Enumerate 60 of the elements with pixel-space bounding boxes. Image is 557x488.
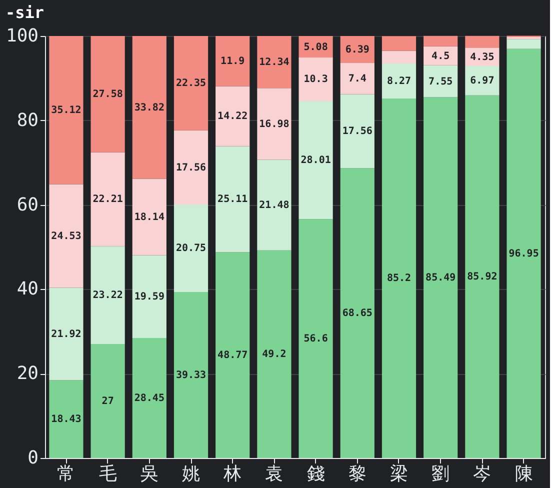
data-label: 18.14	[134, 212, 164, 223]
data-label: 12.34	[259, 57, 290, 68]
data-label: 17.56	[176, 162, 206, 174]
x-tick-label: 吳	[140, 464, 158, 484]
data-label: 39.33	[176, 370, 206, 382]
y-tick-label: 60	[16, 194, 38, 216]
data-label: 27	[102, 396, 114, 408]
data-label: 96.95	[508, 248, 539, 260]
y-tick-label: 40	[16, 278, 38, 300]
data-label: 8.27	[386, 76, 412, 88]
data-label: 5.08	[304, 42, 328, 53]
data-label: 19.59	[134, 292, 164, 303]
x-tick-label: 常	[57, 464, 76, 484]
data-label: 28.45	[134, 392, 164, 404]
x-tick-label: 劉	[432, 464, 450, 484]
data-label: 48.77	[218, 350, 248, 362]
x-tick-label: 袁	[265, 464, 284, 484]
y-tick-label: 0	[28, 448, 38, 468]
x-tick-label: 岑	[473, 464, 492, 484]
data-label: 4.5	[432, 50, 450, 62]
y-tick-label: 20	[16, 363, 38, 384]
x-tick-label: 錢	[306, 464, 325, 484]
data-label: 6.97	[470, 76, 494, 87]
data-label: 7.4	[348, 74, 366, 85]
data-label: 85.49	[426, 272, 456, 284]
data-label: 17.56	[342, 126, 372, 138]
data-label: 49.2	[262, 349, 286, 360]
data-label: 85.2	[386, 273, 412, 284]
data-label: 22.35	[176, 78, 206, 90]
data-label: 6.39	[345, 44, 370, 56]
x-tick-label: 梁	[390, 464, 408, 484]
x-tick-label: 毛	[98, 464, 117, 484]
chart-title: -sir	[5, 3, 44, 22]
data-label: 68.65	[342, 308, 372, 320]
data-label: 25.11	[218, 194, 248, 206]
data-label: 16.98	[259, 118, 290, 130]
x-tick-label: 黎	[348, 464, 366, 484]
data-label: 85.92	[467, 272, 498, 283]
data-label: 20.75	[176, 243, 206, 254]
data-label: 11.9	[220, 56, 245, 68]
data-label: 28.01	[300, 155, 331, 166]
x-tick-label: 陳	[514, 464, 533, 484]
data-label: 7.55	[428, 76, 453, 88]
y-tick-label: 80	[16, 110, 38, 131]
data-label: 27.58	[92, 89, 123, 100]
data-label: 35.12	[51, 105, 82, 116]
data-label: 4.35	[470, 52, 494, 63]
y-tick-label: 100	[6, 26, 38, 46]
data-label: 23.22	[92, 290, 123, 302]
x-tick-label: 姚	[182, 464, 200, 484]
data-label: 10.3	[304, 74, 328, 86]
x-tick-label: 林	[222, 464, 242, 484]
data-label: 33.82	[134, 102, 164, 114]
data-label: 22.21	[92, 194, 123, 206]
data-label: 24.53	[51, 230, 82, 242]
data-label: 56.6	[304, 334, 328, 345]
data-label: 21.92	[51, 328, 82, 340]
data-label: 21.48	[259, 200, 290, 212]
data-label: 14.22	[218, 111, 248, 122]
data-label: 18.43	[51, 414, 82, 426]
